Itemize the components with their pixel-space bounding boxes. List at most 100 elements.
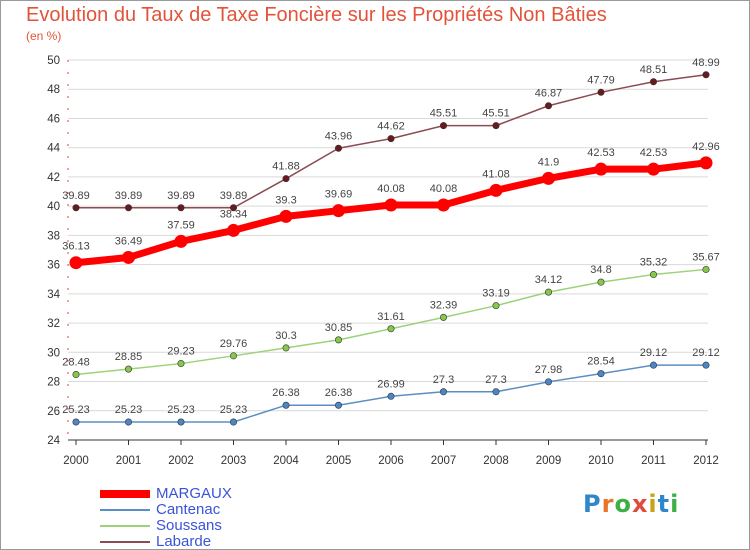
- x-tick-label: 2005: [326, 455, 352, 467]
- data-point: [177, 418, 185, 426]
- data-label: 42.96: [692, 141, 720, 153]
- data-point: [649, 361, 657, 369]
- data-label: 42.53: [587, 147, 615, 159]
- x-tick-label: 2001: [116, 455, 142, 467]
- series-margaux: [69, 156, 713, 270]
- data-point: [122, 250, 135, 264]
- data-label: 29.76: [220, 338, 248, 350]
- logo-letter: t: [657, 490, 671, 518]
- data-point: [387, 325, 395, 333]
- x-tick-label: 2002: [168, 455, 194, 467]
- y-tick-label: 34: [47, 289, 60, 301]
- logo-letter: x: [631, 490, 649, 518]
- data-point: [702, 265, 710, 273]
- x-axis-ticks: 2000 2001 2002 2003 2004 2005 2006 2007 2008 2009…: [63, 440, 719, 467]
- series-group: [69, 71, 713, 426]
- x-tick-label: 2011: [641, 455, 666, 467]
- y-tick-label: 32: [47, 318, 60, 330]
- data-label: 48.99: [692, 57, 720, 69]
- data-point: [332, 204, 345, 218]
- data-label: 38.34: [220, 208, 248, 220]
- legend-label: Labarde: [156, 533, 212, 550]
- data-label: 35.32: [640, 257, 668, 269]
- chart-title: Evolution du Taux de Taxe Foncière sur l…: [26, 4, 607, 26]
- data-point: [174, 234, 188, 248]
- logo-letter: P: [583, 490, 602, 518]
- data-point: [72, 418, 80, 426]
- data-label: 26.99: [377, 378, 405, 390]
- data-point: [230, 418, 238, 426]
- data-point: [699, 156, 713, 170]
- data-label: 35.67: [692, 251, 720, 263]
- logo-letter: o: [614, 490, 632, 518]
- data-label: 41.9: [538, 156, 559, 168]
- data-point: [230, 352, 238, 360]
- data-point: [649, 271, 657, 279]
- series-line: [72, 159, 710, 267]
- y-tick-label: 28: [47, 377, 60, 389]
- y-tick-label: 40: [47, 201, 60, 213]
- series-cantenac: [72, 361, 710, 426]
- y-tick-label: 30: [47, 347, 60, 359]
- data-point: [334, 401, 342, 409]
- legend-label: MARGAUX: [156, 485, 232, 502]
- data-label: 29.12: [692, 347, 720, 359]
- data-label: 39.89: [115, 190, 143, 202]
- data-label: 41.08: [482, 168, 510, 180]
- x-tick-label: 2004: [273, 455, 299, 467]
- y-tick-label: 24: [47, 435, 60, 447]
- data-point: [544, 378, 552, 386]
- data-label: 25.23: [62, 404, 90, 416]
- data-point: [597, 88, 605, 96]
- data-label: 25.23: [167, 404, 195, 416]
- logo-letter: i: [648, 490, 658, 518]
- y-tick-label: 48: [47, 84, 60, 96]
- data-label: 28.54: [587, 356, 615, 368]
- y-tick-label: 46: [47, 113, 60, 125]
- x-tick-label: 2008: [483, 455, 509, 467]
- data-label: 43.96: [325, 130, 353, 142]
- data-point: [439, 122, 447, 130]
- logo-letter: i: [670, 490, 680, 518]
- data-point: [177, 204, 185, 212]
- data-point: [177, 360, 185, 368]
- data-label: 27.3: [485, 374, 506, 386]
- y-tick-label: 42: [47, 172, 60, 184]
- x-tick-label: 2003: [221, 455, 247, 467]
- x-tick-label: 2012: [693, 455, 719, 467]
- y-tick-label: 26: [47, 406, 60, 418]
- data-label: 42.53: [640, 147, 668, 159]
- data-label: 40.08: [430, 183, 458, 195]
- data-label: 45.51: [482, 108, 510, 120]
- data-point: [594, 162, 608, 176]
- data-point: [492, 388, 500, 396]
- data-point: [702, 361, 710, 369]
- data-label: 27.98: [535, 364, 563, 376]
- legend-label: Soussans: [156, 517, 222, 534]
- data-label: 30.3: [275, 330, 296, 342]
- x-tick-label: 2000: [63, 455, 89, 467]
- data-label: 39.3: [275, 194, 296, 206]
- data-label: 37.59: [167, 219, 195, 231]
- data-point: [544, 102, 552, 110]
- data-label: 39.69: [325, 189, 353, 201]
- data-label: 29.12: [640, 347, 668, 359]
- data-point: [334, 336, 342, 344]
- data-labels: 36.13 36.49 37.59 38.34 39.3 39.69 40.08 40.08 4…: [62, 57, 720, 416]
- data-point: [384, 198, 398, 212]
- series-labarde: [72, 71, 710, 212]
- x-tick-label: 2007: [431, 455, 457, 467]
- data-label: 27.3: [433, 374, 454, 386]
- legend-swatch: [100, 490, 150, 498]
- data-label: 41.88: [272, 161, 300, 173]
- x-tick-label: 2010: [588, 455, 614, 467]
- data-label: 46.87: [535, 88, 563, 100]
- data-point: [279, 209, 293, 223]
- data-label: 47.79: [587, 74, 615, 86]
- data-point: [125, 365, 133, 373]
- data-point: [492, 302, 500, 310]
- data-label: 25.23: [220, 404, 248, 416]
- data-label: 28.85: [115, 351, 143, 363]
